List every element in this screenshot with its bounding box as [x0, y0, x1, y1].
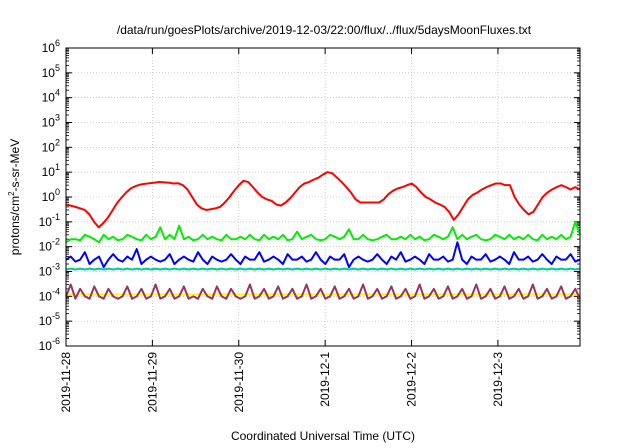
x-tick-label: 2019-11-29: [145, 352, 159, 413]
y-tick-label: 10-2: [39, 237, 60, 254]
x-axis: 2019-11-28 2019-11-29 2019-11-30 2019-12-1 2…: [59, 48, 505, 413]
y-tick-label: 10-6: [39, 336, 60, 353]
y-tick-label: 10-1: [39, 212, 60, 229]
y-tick-label: 104: [42, 88, 60, 105]
chart-title: /data/run/goesPlots/archive/2019-12-03/2…: [117, 23, 532, 37]
series-line-6: [65, 283, 581, 300]
x-tick-label: 2019-12-2: [405, 352, 419, 407]
y-axis-label-sup: 2: [7, 191, 16, 196]
x-tick-label: 2019-12-1: [318, 352, 332, 407]
y-tick-label: 100: [42, 187, 60, 204]
y-tick-label: 106: [42, 38, 60, 55]
y-tick-label: 102: [42, 137, 60, 154]
series-line-4: [65, 241, 581, 269]
series-line-3: [65, 267, 581, 271]
y-tick-label: 105: [42, 63, 60, 80]
series-line-1: [65, 171, 581, 229]
y-axis-label: protons/cm2-s-sr-MeV: [7, 139, 22, 255]
plot-frame: [65, 47, 581, 347]
series-lines: [65, 171, 581, 300]
x-tick-label: 2019-12-3: [491, 352, 505, 407]
y-tick-label: 10-5: [39, 311, 60, 328]
y-tick-label: 10-3: [39, 262, 60, 279]
y-axis-label-rest: -s-sr-MeV: [8, 139, 22, 192]
y-tick-label: 10-4: [39, 286, 60, 303]
series-line-2: [65, 220, 581, 244]
x-axis-label: Coordinated Universal Time (UTC): [231, 429, 415, 443]
y-tick-label: 101: [42, 162, 60, 179]
y-axis: 10-6 10-5 10-4 10-3 10-2 10-1 100 101 102 103 104 1…: [39, 38, 580, 353]
x-tick-label: 2019-11-28: [59, 352, 73, 413]
y-axis-label-main: protons/cm: [8, 196, 22, 255]
x-tick-label: 2019-11-30: [232, 352, 246, 413]
y-tick-label: 103: [42, 113, 60, 130]
